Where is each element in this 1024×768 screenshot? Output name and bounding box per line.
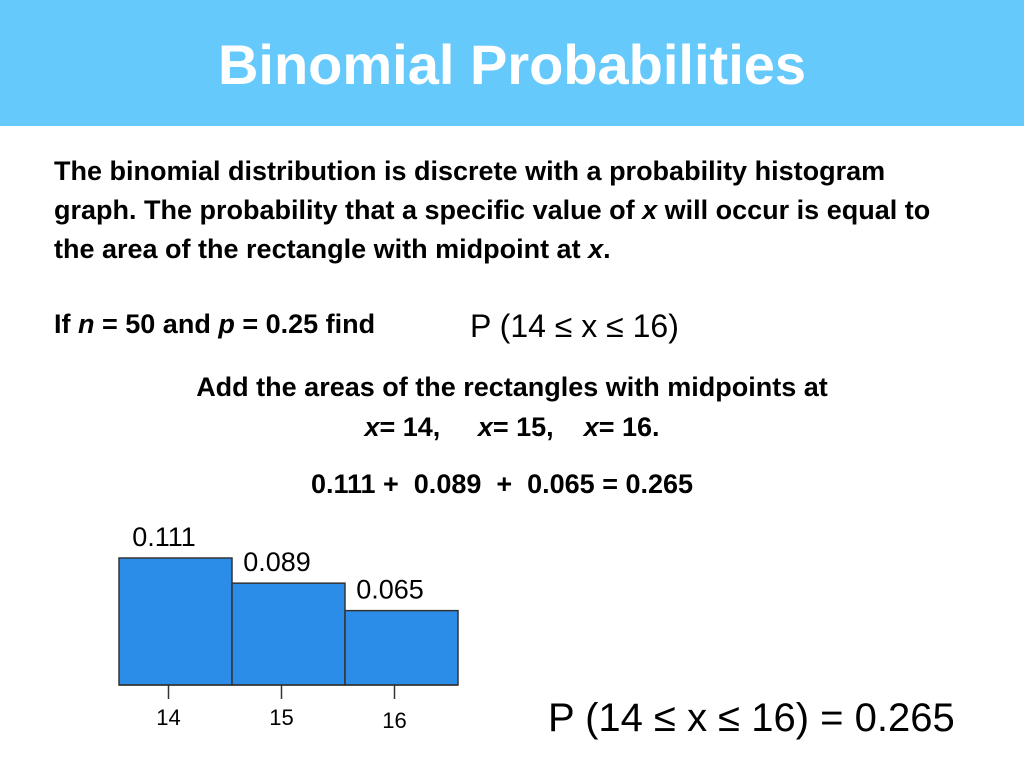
midpoint-15: x = 15, — [478, 407, 554, 447]
given-n-var: n — [78, 309, 95, 339]
intro-text-2: will occur is equal to the area of the r… — [54, 195, 931, 264]
midpoint-var: x — [583, 412, 599, 442]
x-tick-label: 16 — [382, 708, 406, 733]
midpoint-16: x = 16. — [584, 407, 660, 447]
midpoint-value: = 16. — [598, 412, 660, 442]
midpoint-value: = 14, — [379, 412, 441, 442]
intro-text-3: . — [603, 234, 611, 264]
histogram-bar-15 — [231, 582, 346, 686]
midpoint-var: x — [477, 412, 493, 442]
intro-text-1: The binomial distribution is discrete wi… — [54, 156, 886, 225]
given-line: If n = 50 and p = 0.25 find — [54, 306, 375, 342]
midpoint-value: = 15, — [492, 412, 554, 442]
title-bar — [0, 0, 1024, 126]
given-if: If — [54, 309, 78, 339]
given-end: = 0.25 find — [234, 309, 376, 339]
midpoint-list: x = 14, x = 15, x = 16. — [0, 407, 1024, 447]
intro-var-1: x — [642, 195, 658, 225]
result-expression: P (14 ≤ x ≤ 16) = 0.265 — [548, 696, 955, 740]
histogram-bar-14 — [118, 557, 233, 686]
bar-value-label: 0.111 — [132, 522, 196, 552]
intro-paragraph: The binomial distribution is discrete wi… — [54, 152, 954, 269]
x-tick-label: 15 — [269, 705, 293, 730]
intro-var-2: x — [588, 234, 604, 264]
slide-title: Binomial Probabilities — [217, 33, 807, 96]
instruction-text: Add the areas of the rectangles with mid… — [196, 372, 828, 402]
find-expression: P (14 ≤ x ≤ 16) — [470, 308, 679, 344]
bar-value-label: 0.065 — [356, 575, 424, 605]
midpoint-14: x = 14, — [364, 407, 440, 447]
bar-value-label: 0.089 — [243, 547, 311, 577]
histogram-bar-16 — [344, 609, 459, 686]
sum-equation: 0.111 + 0.089 + 0.065 = 0.265 — [310, 469, 694, 499]
x-tick-label: 14 — [156, 705, 180, 730]
midpoint-var: x — [364, 412, 380, 442]
given-p-var: p — [218, 309, 235, 339]
given-mid: = 50 and — [94, 309, 219, 339]
